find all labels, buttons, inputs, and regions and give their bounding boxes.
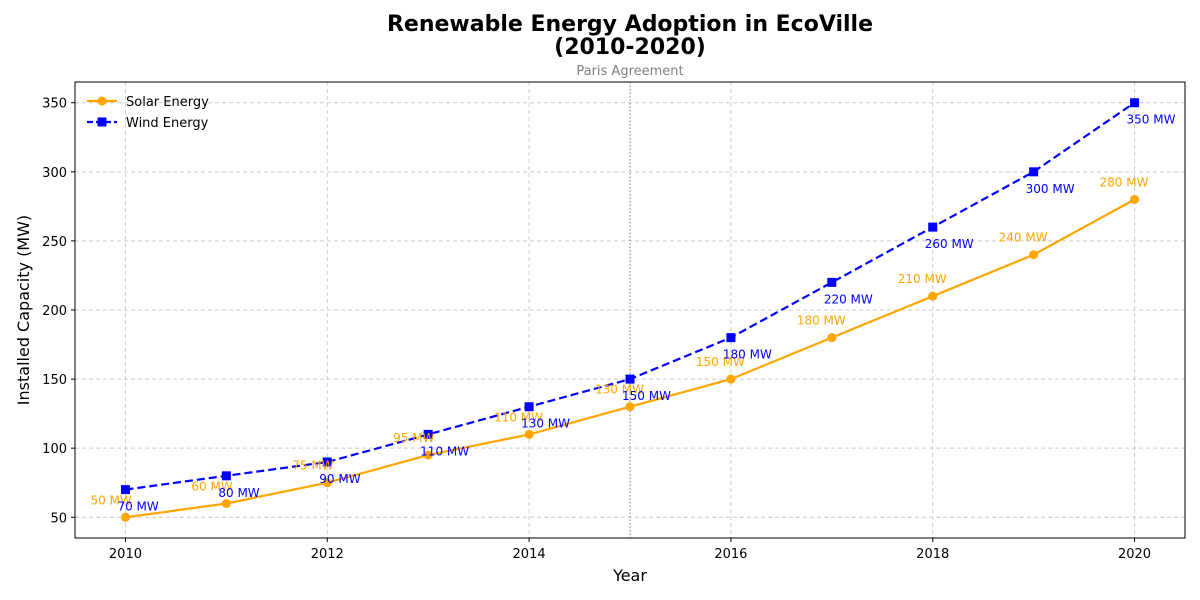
annotations: Paris Agreement [576,64,684,538]
y-tick-label: 250 [42,235,67,250]
data-label: 280 MW [1100,175,1149,189]
legend-marker [97,96,107,106]
x-tick-label: 2020 [1118,547,1151,562]
data-point [827,277,837,287]
data-label: 75 MW [292,459,333,473]
x-tick-label: 2016 [714,547,747,562]
y-tick-label: 300 [42,166,67,181]
x-tick-label: 2010 [109,547,142,562]
legend-label: Wind Energy [126,116,209,131]
data-point [1130,194,1140,204]
data-label: 220 MW [824,292,873,306]
data-point [1029,167,1039,177]
x-tick-label: 2014 [513,547,546,562]
data-label: 110 MW [494,410,543,424]
data-point [1130,98,1140,108]
data-point [221,471,231,481]
data-label: 95 MW [393,431,434,445]
legend: Solar Energy Wind Energy [87,95,209,131]
y-tick-label: 200 [42,304,67,319]
data-point [524,402,534,412]
data-point [928,222,938,232]
data-point [120,485,130,495]
data-point [726,374,736,384]
chart-title-line1: Renewable Energy Adoption in EcoVille [387,12,873,37]
data-point [322,457,332,467]
y-tick-label: 50 [50,511,67,526]
data-point [322,478,332,488]
y-tick-label: 350 [42,97,67,112]
data-point [524,429,534,439]
data-point [423,450,433,460]
x-tick-label: 2018 [916,547,949,562]
data-point [827,333,837,343]
data-label: 130 MW [595,383,644,397]
data-label: 90 MW [319,472,360,486]
data-point [1029,250,1039,260]
data-label: 210 MW [898,272,947,286]
data-label: 80 MW [218,486,259,500]
data-point [928,291,938,301]
data-label: 240 MW [999,231,1048,245]
data-label: 350 MW [1127,113,1176,127]
data-point [423,429,433,439]
legend-label: Solar Energy [126,95,209,110]
data-point [625,374,635,384]
data-point [120,512,130,522]
data-label: 60 MW [191,479,232,493]
data-label: 150 MW [622,389,671,403]
data-label: 180 MW [723,348,772,362]
data-point [625,402,635,412]
data-label: 300 MW [1026,182,1075,196]
data-label: 70 MW [117,500,158,514]
data-label: 50 MW [90,493,131,507]
chart-title-line2: (2010-2020) [554,35,706,60]
legend-marker [97,117,107,127]
y-tick-label: 100 [42,442,67,457]
axis-ticks: 2010 2012 2014 2016 2018 2020 50 100 150 200 250 30… [42,97,1151,562]
data-label: 260 MW [925,237,974,251]
annotation-label: Paris Agreement [576,64,683,79]
data-label: 150 MW [696,355,745,369]
x-tick-label: 2012 [311,547,344,562]
data-label: 130 MW [521,417,570,431]
y-axis-label: Installed Capacity (MW) [14,215,33,405]
series-group [120,98,1140,522]
data-point [726,333,736,343]
data-label: 180 MW [797,314,846,328]
y-tick-label: 150 [42,373,67,388]
data-point [221,498,231,508]
x-axis-label: Year [612,566,647,585]
data-label: 110 MW [420,444,469,458]
